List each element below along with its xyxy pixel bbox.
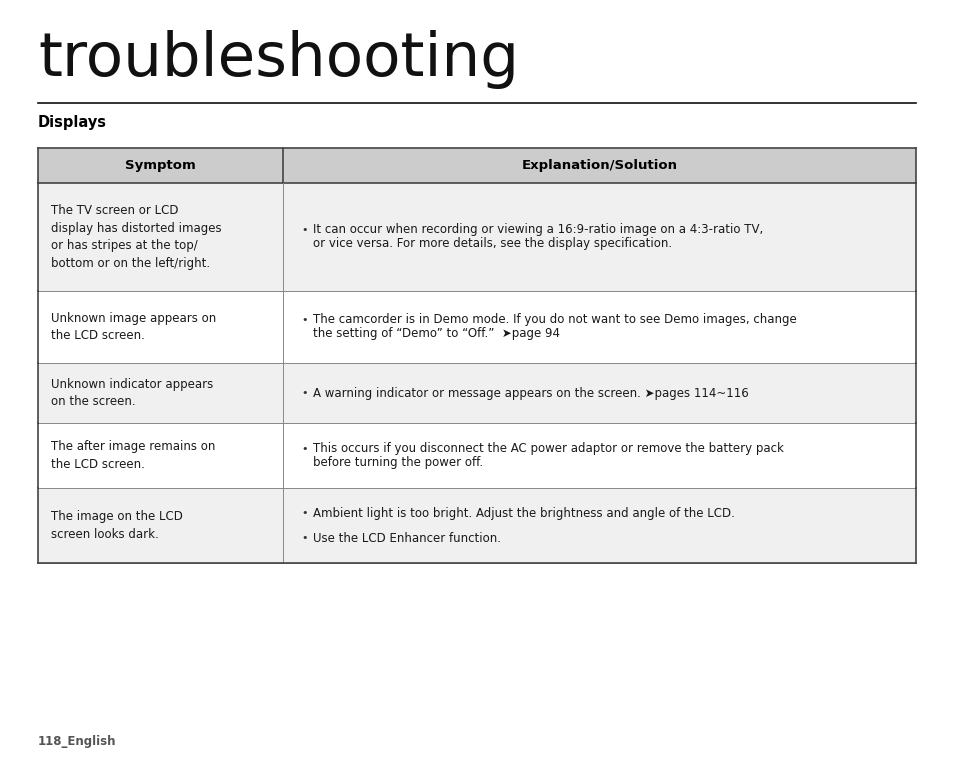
Text: •: •: [301, 533, 307, 543]
Text: or vice versa. For more details, see the display specification.: or vice versa. For more details, see the…: [313, 237, 672, 250]
Text: Symptom: Symptom: [125, 159, 195, 172]
Text: •: •: [301, 225, 307, 235]
Bar: [38, 423, 915, 488]
Bar: [38, 363, 915, 423]
Text: Use the LCD Enhancer function.: Use the LCD Enhancer function.: [313, 532, 500, 545]
Text: troubleshooting: troubleshooting: [38, 30, 518, 89]
Text: 118_English: 118_English: [38, 735, 116, 748]
Text: A warning indicator or message appears on the screen. ➤pages 114~116: A warning indicator or message appears o…: [313, 387, 748, 400]
Bar: [38, 488, 915, 563]
Bar: [38, 148, 915, 183]
Text: It can occur when recording or viewing a 16:9-ratio image on a 4:3-ratio TV,: It can occur when recording or viewing a…: [313, 224, 762, 237]
Text: •: •: [301, 315, 307, 325]
Text: •: •: [301, 444, 307, 453]
Text: The after image remains on
the LCD screen.: The after image remains on the LCD scree…: [51, 440, 215, 471]
Bar: [38, 291, 915, 363]
Text: the setting of “Demo” to “Off.”  ➤page 94: the setting of “Demo” to “Off.” ➤page 94: [313, 328, 559, 341]
Bar: [38, 183, 915, 291]
Text: •: •: [301, 508, 307, 518]
Text: Unknown indicator appears
on the screen.: Unknown indicator appears on the screen.: [51, 378, 213, 408]
Text: The image on the LCD
screen looks dark.: The image on the LCD screen looks dark.: [51, 510, 183, 541]
Text: Explanation/Solution: Explanation/Solution: [521, 159, 677, 172]
Text: •: •: [301, 388, 307, 398]
Text: Ambient light is too bright. Adjust the brightness and angle of the LCD.: Ambient light is too bright. Adjust the …: [313, 506, 734, 519]
Text: Displays: Displays: [38, 115, 107, 130]
Text: The camcorder is in Demo mode. If you do not want to see Demo images, change: The camcorder is in Demo mode. If you do…: [313, 313, 796, 326]
Text: Unknown image appears on
the LCD screen.: Unknown image appears on the LCD screen.: [51, 312, 216, 342]
Text: This occurs if you disconnect the AC power adaptor or remove the battery pack: This occurs if you disconnect the AC pow…: [313, 442, 783, 455]
Text: The TV screen or LCD
display has distorted images
or has stripes at the top/
bot: The TV screen or LCD display has distort…: [51, 205, 221, 270]
Text: before turning the power off.: before turning the power off.: [313, 456, 482, 469]
